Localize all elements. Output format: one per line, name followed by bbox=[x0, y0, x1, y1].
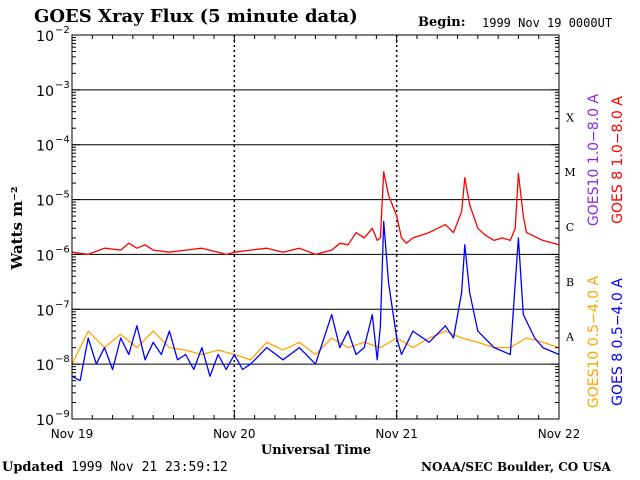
y-tick-label: 10 −8 bbox=[36, 354, 70, 374]
legend-entry: GOES10 1.0−8.0 A bbox=[586, 94, 602, 227]
y-tick-base: 10 bbox=[36, 194, 54, 210]
x-tick-labels: Nov 19 Nov 20 Nov 21 Nov 22 bbox=[51, 427, 581, 441]
y-tick-label: 10 −3 bbox=[36, 80, 70, 100]
flare-class-A: A bbox=[565, 331, 575, 344]
plot-frame bbox=[71, 34, 560, 420]
x-tick-label: Nov 19 bbox=[51, 427, 94, 441]
y-tick-base: 10 bbox=[36, 248, 54, 264]
y-tick-label: 10 −2 bbox=[36, 25, 70, 45]
y-tick-label: 10 −6 bbox=[36, 244, 70, 264]
series-layer bbox=[71, 171, 560, 382]
y-tick-base: 10 bbox=[36, 139, 54, 155]
flare-class-M: M bbox=[564, 166, 575, 179]
series-line bbox=[71, 330, 560, 365]
y-tick-labels: 10−910−810−710−610−510−410−310−2 bbox=[36, 25, 70, 429]
x-tick-label: Nov 22 bbox=[538, 427, 581, 441]
y-tick-label: 10 −5 bbox=[36, 190, 70, 210]
day-dividers bbox=[233, 35, 398, 419]
series-line bbox=[71, 220, 560, 382]
flare-class-labels: A B C M X bbox=[564, 111, 575, 343]
updated-value: 1999 Nov 21 23:59:12 bbox=[71, 460, 228, 475]
y-tick-exponent: −8 bbox=[55, 354, 70, 365]
updated-line: Updated 1999 Nov 21 23:59:12 bbox=[2, 460, 228, 475]
y-tick-exponent: −3 bbox=[55, 80, 70, 91]
gridlines bbox=[72, 89, 559, 365]
y-tick-exponent: −2 bbox=[55, 25, 70, 36]
chart-title: GOES Xray Flux (5 minute data) bbox=[34, 6, 358, 27]
begin-label: Begin: bbox=[418, 15, 466, 30]
y-tick-base: 10 bbox=[36, 303, 54, 319]
y-tick-base: 10 bbox=[36, 413, 54, 429]
x-tick-label: Nov 21 bbox=[375, 427, 418, 441]
y-tick-exponent: −4 bbox=[55, 135, 70, 146]
y-tick-label: 10 −4 bbox=[36, 135, 70, 155]
y-tick-exponent: −6 bbox=[55, 244, 70, 255]
axis-ticks bbox=[71, 35, 560, 420]
y-tick-exponent: −5 bbox=[55, 190, 70, 201]
x-tick-label: Nov 20 bbox=[213, 427, 256, 441]
y-tick-label: 10 −7 bbox=[36, 299, 70, 319]
begin-value: 1999 Nov 19 0000UT bbox=[482, 16, 613, 30]
series-line bbox=[71, 171, 560, 256]
x-axis-label: Universal Time bbox=[261, 443, 371, 458]
legend-entry: GOES 8 0.5−4.0 A bbox=[610, 278, 626, 406]
flare-class-B: B bbox=[566, 276, 574, 289]
y-tick-label: 10 −9 bbox=[36, 409, 70, 429]
y-tick-base: 10 bbox=[36, 29, 54, 45]
y-tick-exponent: −7 bbox=[55, 299, 70, 310]
y-tick-base: 10 bbox=[36, 358, 54, 374]
source-credit: NOAA/SEC Boulder, CO USA bbox=[421, 460, 611, 474]
y-axis-label: Watts m⁻² bbox=[8, 186, 26, 270]
updated-label: Updated bbox=[2, 460, 64, 475]
flare-class-X: X bbox=[566, 111, 574, 124]
legend: GOES10 1.0−8.0 A GOES 8 1.0−8.0 A GOES10 0… bbox=[586, 94, 626, 409]
legend-entry: GOES 8 1.0−8.0 A bbox=[610, 96, 626, 224]
y-tick-exponent: −9 bbox=[55, 409, 70, 420]
flare-class-C: C bbox=[566, 221, 574, 234]
legend-entry: GOES10 0.5−4.0 A bbox=[586, 276, 602, 409]
y-tick-base: 10 bbox=[36, 84, 54, 100]
